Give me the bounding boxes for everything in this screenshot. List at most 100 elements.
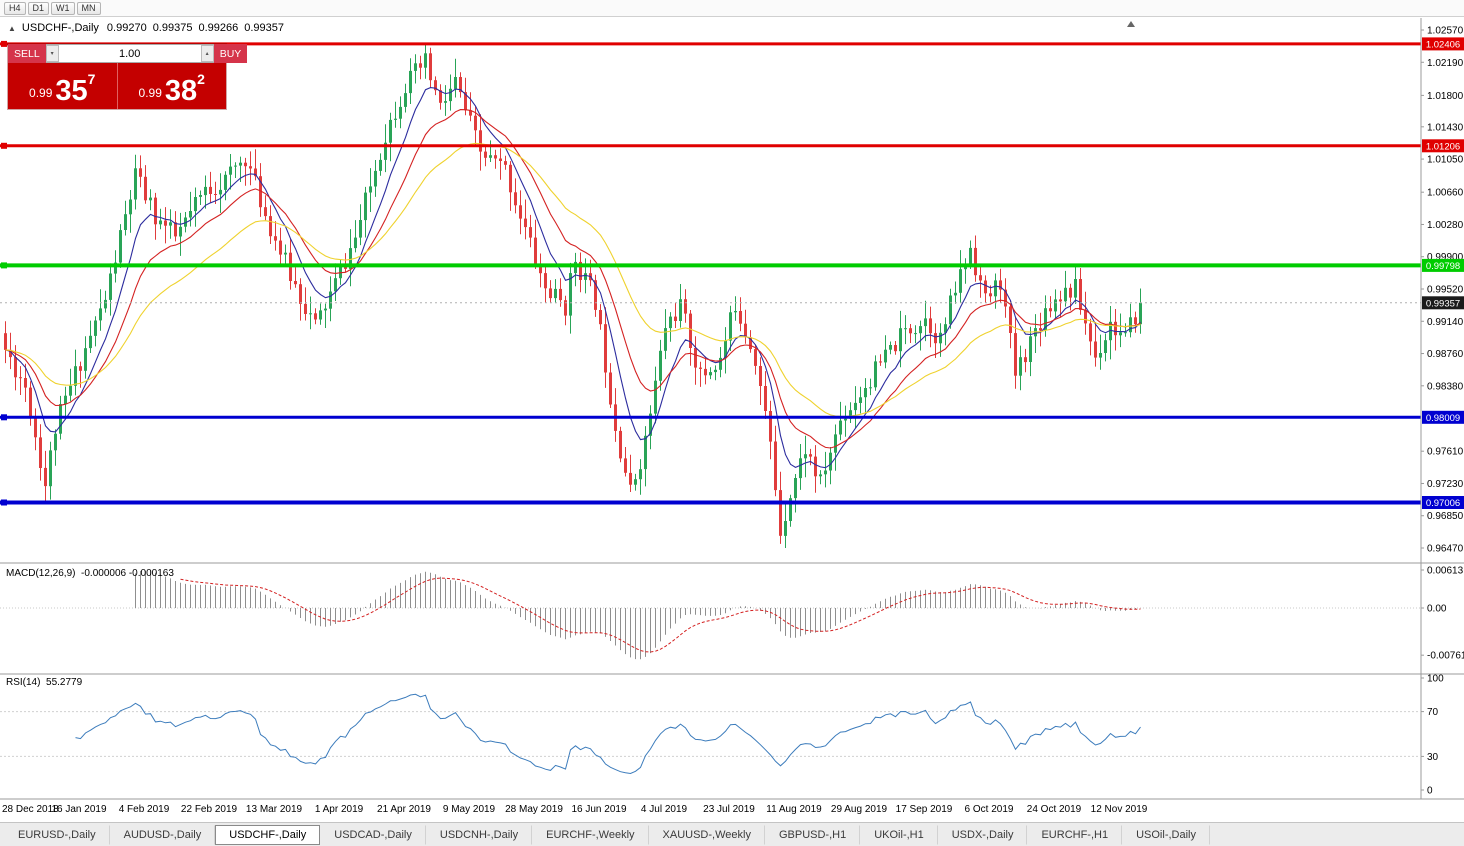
- rsi-value: 55.2779: [46, 677, 83, 688]
- date-axis-label: 24 Oct 2019: [1026, 804, 1082, 815]
- price-axis-tick: 1.01050: [1427, 155, 1464, 166]
- date-axis-label: 16 Jun 2019: [571, 804, 627, 815]
- price-axis-tick: 0.99520: [1427, 285, 1464, 296]
- support-lower-price-label-box: [1422, 496, 1464, 509]
- sell-price-prefix: 0.99: [29, 86, 53, 100]
- sell-price-display[interactable]: 0.99 35 7: [8, 63, 118, 109]
- support-upper-price-label: 0.98009: [1426, 413, 1460, 424]
- date-axis-label: 23 Jul 2019: [703, 804, 755, 815]
- one-click-toggle-icon[interactable]: ▲: [8, 23, 16, 33]
- rsi-label: RSI(14) 55.2779: [6, 677, 82, 688]
- chart-title: ▲ USDCHF-,Daily 0.99270 0.99375 0.99266 …: [8, 22, 284, 34]
- rsi-axis-tick: 30: [1427, 752, 1439, 763]
- chart-tab-eurusd-daily[interactable]: EURUSD-,Daily: [4, 824, 110, 845]
- support-lower-handle[interactable]: [1, 499, 7, 506]
- chart-tab-xauusd-weekly[interactable]: XAUUSD-,Weekly: [649, 824, 765, 845]
- chart-tab-usdchf-daily[interactable]: USDCHF-,Daily: [215, 824, 321, 845]
- buy-price-prefix: 0.99: [138, 86, 162, 100]
- buy-price-display[interactable]: 0.99 38 2: [118, 63, 227, 109]
- pivot-handle[interactable]: [1, 262, 7, 269]
- resistance-lower-handle[interactable]: [1, 142, 7, 149]
- sell-button[interactable]: SELL: [8, 44, 46, 63]
- date-axis-label: 29 Aug 2019: [830, 804, 888, 815]
- price-axis-tick: 0.98380: [1427, 381, 1464, 392]
- moving-average-17: [5, 109, 1141, 449]
- resistance-upper-price-label-box: [1422, 37, 1464, 51]
- pivot-price-label: 0.99798: [1426, 261, 1460, 272]
- chart-tab-usdcnh-daily[interactable]: USDCNH-,Daily: [426, 824, 533, 845]
- pivot-price-label-box: [1422, 258, 1464, 272]
- date-axis: 28 Dec 2018 16 Jan 2019 4 Feb 2019 22 Feb 2…: [0, 800, 1464, 822]
- support-upper-handle[interactable]: [1, 414, 7, 421]
- date-axis-label: 1 Apr 2019: [314, 804, 364, 815]
- resistance-upper-handle[interactable]: [1, 40, 7, 47]
- price-axis-tick: 0.97230: [1427, 479, 1464, 490]
- macd-axis-tick: -0.007612: [1427, 651, 1464, 662]
- rsi-name: RSI(14): [6, 677, 41, 688]
- sell-price-big: 35: [55, 75, 88, 108]
- chart-tab-usdcad-daily[interactable]: USDCAD-,Daily: [320, 824, 426, 845]
- chart-tab-eurchf-weekly[interactable]: EURCHF-,Weekly: [532, 824, 649, 845]
- date-axis-label: 11 Aug 2019: [766, 804, 822, 815]
- volume-decrease-button[interactable]: ▾: [45, 45, 59, 62]
- rsi-axis-tick: 70: [1427, 707, 1439, 718]
- chart-tab-eurchf-h1[interactable]: EURCHF-,H1: [1027, 824, 1123, 845]
- chart-tab-bar: EURUSD-,Daily AUDUSD-,Daily USDCHF-,Daily U…: [0, 822, 1464, 846]
- date-axis-label: 4 Feb 2019: [118, 804, 170, 815]
- one-click-trading-widget: SELL ▾ ▴ BUY 0.99 35 7 0.99 38 2: [8, 44, 248, 109]
- moving-average-8: [5, 87, 1141, 469]
- volume-input[interactable]: [58, 45, 201, 62]
- chart-tab-gbpusd-h1[interactable]: GBPUSD-,H1: [765, 824, 861, 845]
- price-axis-tick: 1.02570: [1427, 26, 1464, 37]
- macd-label: MACD(12,26,9) -0.000006 -0.000163: [6, 568, 174, 579]
- date-axis-label: 6 Oct 2019: [964, 804, 1014, 815]
- resistance-lower-price-label: 1.01206: [1426, 141, 1460, 152]
- timeframe-mn[interactable]: MN: [76, 1, 101, 15]
- macd-name: MACD(12,26,9): [6, 568, 76, 579]
- volume-increase-button[interactable]: ▴: [200, 45, 214, 62]
- buy-button[interactable]: BUY: [213, 44, 248, 63]
- sell-price-sup: 7: [87, 71, 96, 87]
- chart-symbol-label: USDCHF-,Daily: [21, 22, 99, 34]
- date-axis-label: 13 Mar 2019: [245, 804, 303, 815]
- date-axis-label: 4 Jul 2019: [640, 804, 688, 815]
- date-axis-label: 22 Feb 2019: [180, 804, 238, 815]
- rsi-line: [75, 693, 1141, 775]
- chart-tab-ukoil-h1[interactable]: UKOil-,H1: [860, 824, 938, 845]
- date-axis-label: 28 Dec 2018: [2, 804, 59, 815]
- ohlc-open: 0.99270: [106, 22, 147, 34]
- timeframe-h4[interactable]: H4: [4, 1, 26, 15]
- date-axis-label: 12 Nov 2019: [1090, 804, 1148, 815]
- date-axis-label: 28 May 2019: [505, 804, 563, 815]
- timeframe-toolbar: H4 D1 W1 MN: [0, 0, 1464, 17]
- timeframe-w1[interactable]: W1: [51, 1, 75, 15]
- chart-shift-marker[interactable]: [1127, 21, 1135, 27]
- rsi-axis-tick: 0: [1427, 786, 1433, 797]
- resistance-upper-price-label: 1.02406: [1426, 39, 1460, 50]
- price-axis-tick: 1.02190: [1427, 58, 1464, 69]
- chart-tab-audusd-daily[interactable]: AUDUSD-,Daily: [110, 824, 216, 845]
- date-axis-label: 17 Sep 2019: [895, 804, 953, 815]
- date-axis-label: 9 May 2019: [442, 804, 496, 815]
- price-axis-tick: 1.00280: [1427, 220, 1464, 231]
- buy-price-sup: 2: [197, 71, 205, 87]
- resistance-lower-price-label-box: [1422, 139, 1464, 153]
- price-axis-tick: 0.99900: [1427, 252, 1464, 263]
- macd-signal-line: [180, 577, 1141, 653]
- chart-tab-usdx-daily[interactable]: USDX-,Daily: [938, 824, 1028, 845]
- support-upper-price-label-box: [1422, 410, 1464, 424]
- price-axis-tick: 1.01430: [1427, 122, 1464, 133]
- support-lower-price-label: 0.97006: [1426, 498, 1460, 509]
- price-axis-tick: 0.96470: [1427, 544, 1464, 555]
- chart-area: 1.02570 1.02190 1.01800 1.01430 1.01050 1.006…: [0, 18, 1464, 800]
- timeframe-d1[interactable]: D1: [27, 1, 50, 15]
- price-axis-tick: 1.00660: [1427, 188, 1464, 199]
- macd-axis-tick: 0.00613: [1427, 566, 1464, 577]
- current-price-label-box: [1422, 296, 1464, 310]
- macd-values: -0.000006 -0.000163: [81, 568, 174, 579]
- chart-tab-usoil-daily[interactable]: USOil-,Daily: [1122, 824, 1210, 845]
- ohlc-high: 0.99375: [152, 22, 193, 34]
- chart-canvas[interactable]: 1.02570 1.02190 1.01800 1.01430 1.01050 1.006…: [0, 18, 1464, 800]
- ohlc-close: 0.99357: [244, 22, 284, 34]
- moving-average-34: [5, 142, 1141, 417]
